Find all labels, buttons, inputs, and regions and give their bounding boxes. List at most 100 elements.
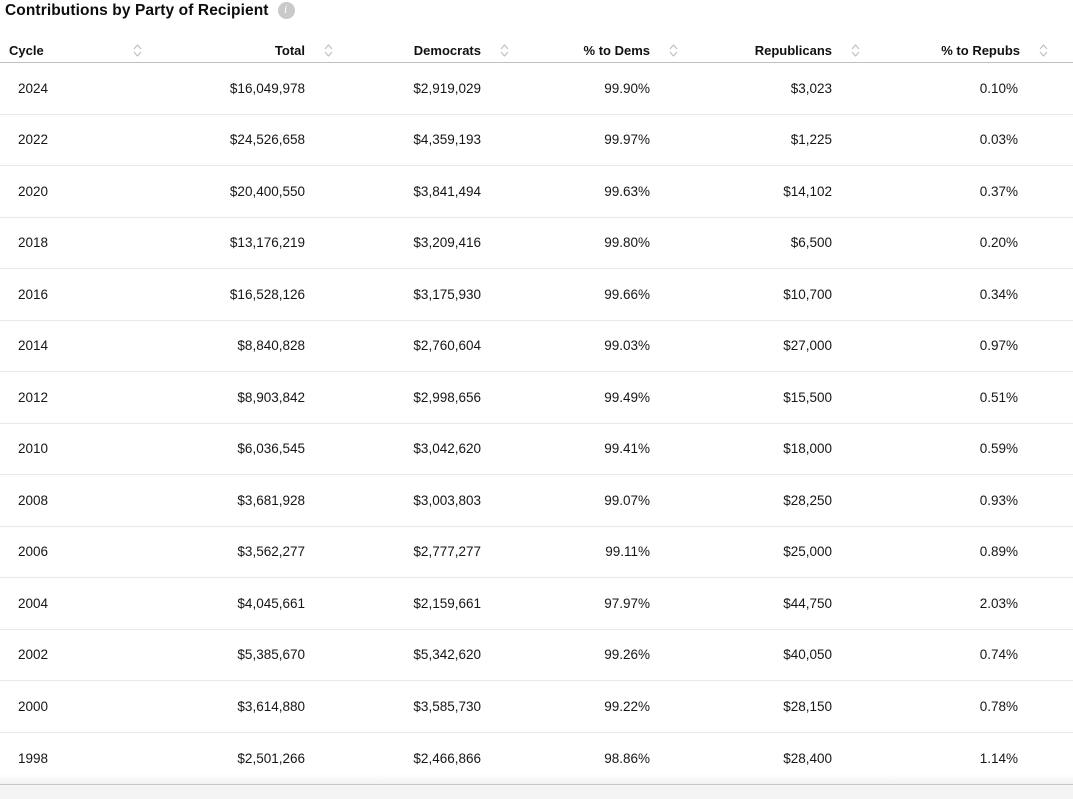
cell-cycle: 2018 xyxy=(18,235,49,251)
cell-republicans: $28,150 xyxy=(783,698,832,714)
cell-republicans: $3,023 xyxy=(790,80,832,96)
contributions-table: Cycle Total Democrats % to Dems xyxy=(0,38,1073,799)
cell-cycle: 2006 xyxy=(18,544,49,560)
cell-pct-to-repubs: 0.74% xyxy=(979,647,1018,663)
table-row: 2010 $6,036,545 $3,042,620 99.41% $18,000 0.5… xyxy=(0,424,1073,475)
cell-total: $4,045,661 xyxy=(237,595,305,611)
page-title: Contributions by Party of Recipient xyxy=(5,2,269,19)
column-header-cycle[interactable]: Cycle xyxy=(0,38,150,62)
column-header-pct-to-dems[interactable]: % to Dems xyxy=(517,38,686,62)
cell-pct-to-dems: 99.07% xyxy=(604,492,650,508)
sort-icon[interactable] xyxy=(324,43,333,58)
cell-pct-to-repubs: 0.10% xyxy=(979,80,1018,96)
sort-icon[interactable] xyxy=(669,43,678,58)
cell-total: $16,049,978 xyxy=(229,80,305,96)
column-header-label: % to Dems xyxy=(583,42,650,58)
cell-cycle: 2004 xyxy=(18,595,49,611)
table-row: 2024 $16,049,978 $2,919,029 99.90% $3,023 0.1… xyxy=(0,63,1073,115)
cell-cycle: 2024 xyxy=(18,80,49,96)
cell-pct-to-repubs: 0.51% xyxy=(979,389,1018,405)
cell-total: $2,501,266 xyxy=(237,750,305,766)
column-header-republicans[interactable]: Republicans xyxy=(686,38,868,62)
cell-pct-to-dems: 99.90% xyxy=(604,80,650,96)
cell-pct-to-dems: 99.63% xyxy=(604,183,650,199)
cell-total: $3,562,277 xyxy=(237,544,305,560)
column-header-label: Cycle xyxy=(9,42,44,58)
cell-republicans: $27,000 xyxy=(783,338,832,354)
cell-pct-to-repubs: 2.03% xyxy=(979,595,1018,611)
cell-democrats: $2,760,604 xyxy=(413,338,481,354)
cell-cycle: 2022 xyxy=(18,132,49,148)
section-header: Contributions by Party of Recipient i xyxy=(0,0,1073,38)
cell-republicans: $25,000 xyxy=(783,544,832,560)
table-row: 2016 $16,528,126 $3,175,930 99.66% $10,700 0.… xyxy=(0,269,1073,321)
cell-republicans: $1,225 xyxy=(790,132,832,148)
table-row: 2012 $8,903,842 $2,998,656 99.49% $15,500 0.5… xyxy=(0,372,1073,424)
cell-pct-to-repubs: 0.20% xyxy=(979,235,1018,251)
cell-democrats: $4,359,193 xyxy=(413,132,481,148)
cell-pct-to-repubs: 1.14% xyxy=(979,750,1018,766)
cell-cycle: 2020 xyxy=(18,183,49,199)
sort-icon[interactable] xyxy=(851,43,860,58)
cell-pct-to-repubs: 0.78% xyxy=(979,698,1018,714)
cell-democrats: $3,209,416 xyxy=(413,235,481,251)
cell-pct-to-repubs: 0.59% xyxy=(979,441,1018,457)
table-row: 2022 $24,526,658 $4,359,193 99.97% $1,225 0.0… xyxy=(0,115,1073,166)
table-row: 2008 $3,681,928 $3,003,803 99.07% $28,250 0.9… xyxy=(0,475,1073,527)
cell-republicans: $18,000 xyxy=(783,441,832,457)
cell-republicans: $44,750 xyxy=(783,595,832,611)
sort-icon[interactable] xyxy=(133,43,142,58)
column-header-total[interactable]: Total xyxy=(150,38,341,62)
cell-pct-to-dems: 99.49% xyxy=(604,389,650,405)
cell-democrats: $3,042,620 xyxy=(413,441,481,457)
cell-cycle: 2000 xyxy=(18,698,49,714)
cell-cycle: 1998 xyxy=(18,750,49,766)
column-header-label: Republicans xyxy=(754,42,832,58)
sort-icon[interactable] xyxy=(500,43,509,58)
cell-democrats: $3,841,494 xyxy=(413,183,481,199)
cell-cycle: 2010 xyxy=(18,441,49,457)
column-header-label: Democrats xyxy=(413,42,481,58)
cell-republicans: $10,700 xyxy=(783,286,832,302)
cell-democrats: $2,998,656 xyxy=(413,389,481,405)
column-header-label: % to Repubs xyxy=(941,42,1020,58)
cell-democrats: $2,466,866 xyxy=(413,750,481,766)
cell-republicans: $14,102 xyxy=(783,183,832,199)
table-bottom-strip xyxy=(0,774,1073,799)
cell-pct-to-dems: 97.97% xyxy=(604,595,650,611)
cell-total: $8,840,828 xyxy=(237,338,305,354)
cell-total: $24,526,658 xyxy=(229,132,305,148)
cell-pct-to-dems: 99.97% xyxy=(604,132,650,148)
cell-cycle: 2016 xyxy=(18,286,49,302)
table-header-row: Cycle Total Democrats % to Dems xyxy=(0,38,1073,63)
cell-total: $8,903,842 xyxy=(237,389,305,405)
table-row: 2000 $3,614,880 $3,585,730 99.22% $28,150 0.7… xyxy=(0,681,1073,733)
cell-pct-to-dems: 99.41% xyxy=(604,441,650,457)
cell-pct-to-repubs: 0.93% xyxy=(979,492,1018,508)
table-row: 2018 $13,176,219 $3,209,416 99.80% $6,500 0.2… xyxy=(0,218,1073,269)
cell-cycle: 2012 xyxy=(18,389,49,405)
cell-democrats: $3,585,730 xyxy=(413,698,481,714)
cell-pct-to-repubs: 0.03% xyxy=(979,132,1018,148)
cell-cycle: 2002 xyxy=(18,647,49,663)
cell-pct-to-repubs: 0.37% xyxy=(979,183,1018,199)
cell-pct-to-repubs: 0.97% xyxy=(979,338,1018,354)
info-icon[interactable]: i xyxy=(277,2,295,19)
table-row: 2014 $8,840,828 $2,760,604 99.03% $27,000 0.9… xyxy=(0,321,1073,372)
cell-pct-to-dems: 99.80% xyxy=(604,235,650,251)
cell-democrats: $3,175,930 xyxy=(413,286,481,302)
cell-democrats: $5,342,620 xyxy=(413,647,481,663)
cell-pct-to-dems: 98.86% xyxy=(604,750,650,766)
table-row: 2006 $3,562,277 $2,777,277 99.11% $25,000 0.8… xyxy=(0,527,1073,578)
table-row: 2004 $4,045,661 $2,159,661 97.97% $44,750 2.0… xyxy=(0,578,1073,630)
cell-cycle: 2014 xyxy=(18,338,49,354)
cell-pct-to-repubs: 0.89% xyxy=(979,544,1018,560)
sort-icon[interactable] xyxy=(1039,43,1048,58)
cell-democrats: $2,919,029 xyxy=(413,80,481,96)
column-header-pct-to-repubs[interactable]: % to Repubs xyxy=(868,38,1073,62)
table-row: 1998 $2,501,266 $2,466,866 98.86% $28,400 1.1… xyxy=(0,733,1073,785)
cell-pct-to-dems: 99.03% xyxy=(604,338,650,354)
cell-democrats: $2,777,277 xyxy=(413,544,481,560)
column-header-democrats[interactable]: Democrats xyxy=(341,38,517,62)
